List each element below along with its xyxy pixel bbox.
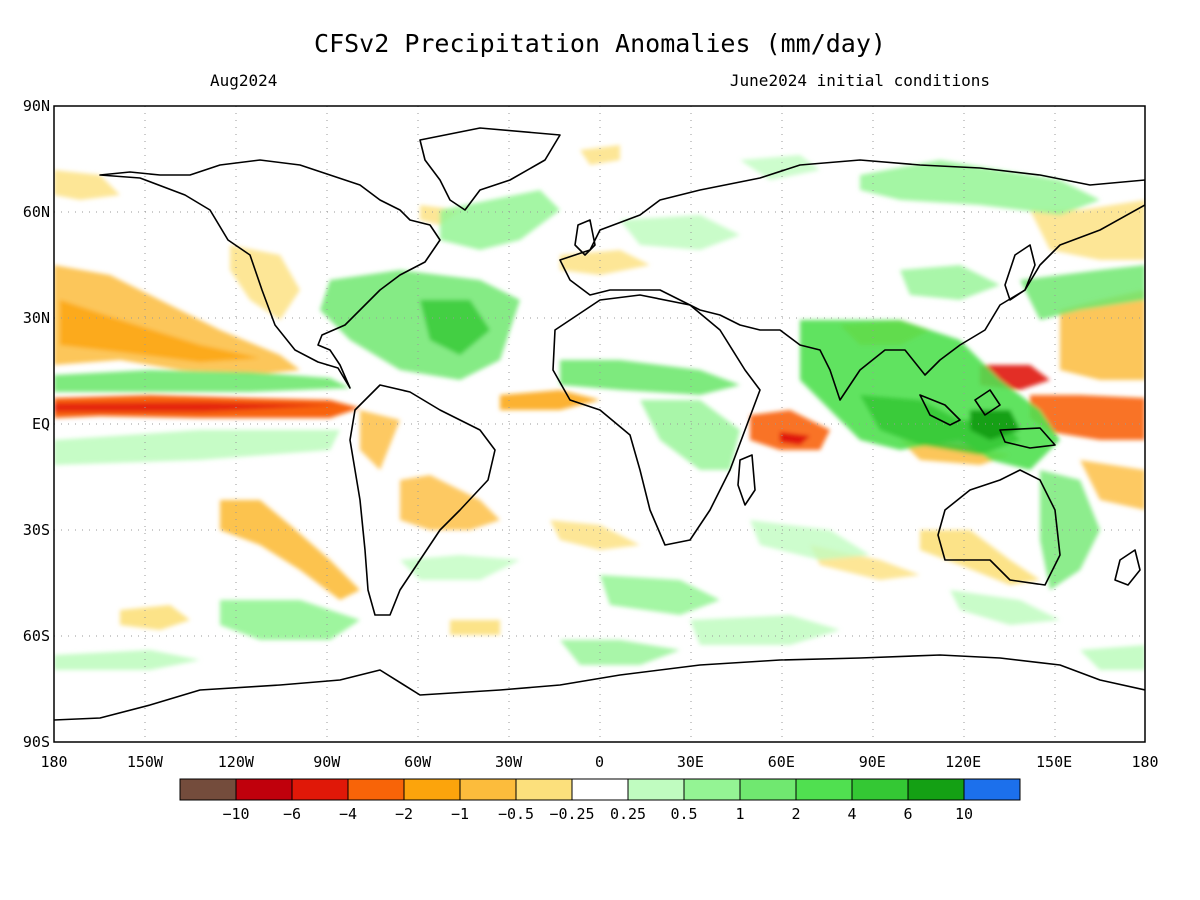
colorbar-swatch	[515, 778, 573, 801]
coastlines	[54, 127, 1145, 721]
south-america-coastline	[349, 384, 496, 616]
lon-label: 60E	[768, 753, 795, 771]
new-zealand-coastline	[1114, 549, 1141, 586]
lon-label: 30W	[495, 753, 523, 771]
lon-label: 30E	[677, 753, 704, 771]
valid-month-label: Aug2024	[210, 71, 277, 90]
colorbar-swatch	[683, 778, 741, 801]
lat-label: EQ	[32, 415, 50, 433]
chart-title: CFSv2 Precipitation Anomalies (mm/day)	[314, 29, 886, 58]
lon-label: 180	[40, 753, 67, 771]
colorbar-label: −0.25	[549, 805, 594, 823]
eurasia-coastline	[559, 159, 1145, 401]
japan-coastline	[1004, 244, 1036, 301]
colorbar-swatch	[459, 778, 517, 801]
initial-conditions-label: June2024 initial conditions	[730, 71, 990, 90]
colorbar-legend: −10 −6 −4 −2 −1 −0.5 −0.25 0.25 0.5 1 2 4 6 10	[179, 778, 1021, 823]
colorbar-swatch	[347, 778, 405, 801]
colorbar-swatch	[403, 778, 461, 801]
lon-label: 150W	[127, 753, 164, 771]
lon-label: 60W	[404, 753, 432, 771]
colorbar-swatch	[963, 778, 1021, 801]
colorbar-swatch	[851, 778, 909, 801]
colorbar-label: −6	[283, 805, 301, 823]
lon-label: 90E	[859, 753, 886, 771]
map-frame	[53, 105, 1146, 743]
latitude-axis-labels: 90N 60N 30N EQ 30S 60S 90S	[23, 97, 50, 751]
colorbar-label: −4	[339, 805, 357, 823]
lat-label: 60N	[23, 203, 50, 221]
colorbar-label: −2	[395, 805, 413, 823]
lon-label: 120W	[218, 753, 255, 771]
lat-label: 90N	[23, 97, 50, 115]
colorbar-label: −0.5	[498, 805, 534, 823]
colorbar-swatch	[795, 778, 853, 801]
lon-label: 120E	[945, 753, 981, 771]
colorbar-swatch	[291, 778, 349, 801]
colorbar-label: 6	[903, 805, 912, 823]
colorbar-swatch	[571, 778, 629, 801]
colorbar-swatch	[627, 778, 685, 801]
longitude-axis-labels: 180 150W 120W 90W 60W 30W 0 30E 60E 90E 120E 150E 18…	[40, 753, 1158, 771]
madagascar-coastline	[737, 454, 756, 506]
lon-label: 90W	[313, 753, 341, 771]
antarctica-coastline	[54, 654, 1145, 721]
lat-label: 30S	[23, 521, 50, 539]
lat-label: 60S	[23, 627, 50, 645]
colorbar-label: 0.5	[670, 805, 697, 823]
indonesia-coastline	[919, 389, 1056, 449]
british-isles-coastline	[574, 219, 596, 256]
anomaly-shading	[54, 145, 1145, 670]
lon-label: 0	[595, 753, 604, 771]
lon-label: 150E	[1036, 753, 1072, 771]
colorbar-swatch	[739, 778, 797, 801]
colorbar-swatch	[179, 778, 237, 801]
colorbar-label: −10	[222, 805, 249, 823]
colorbar-label: 0.25	[610, 805, 646, 823]
lat-label: 90S	[23, 733, 50, 751]
gridlines	[54, 106, 1145, 742]
colorbar-label: 2	[791, 805, 800, 823]
australia-coastline	[937, 469, 1061, 586]
north-america-coastline	[99, 159, 441, 389]
colorbar-swatch	[907, 778, 965, 801]
colorbar-swatch	[235, 778, 293, 801]
wet-anomaly-regions	[54, 155, 1145, 670]
greenland-coastline	[419, 127, 561, 211]
lon-label: 180	[1131, 753, 1158, 771]
colorbar-label: −1	[451, 805, 469, 823]
colorbar-label: 1	[735, 805, 744, 823]
lat-label: 30N	[23, 309, 50, 327]
colorbar-label: 10	[955, 805, 973, 823]
colorbar-label: 4	[847, 805, 856, 823]
